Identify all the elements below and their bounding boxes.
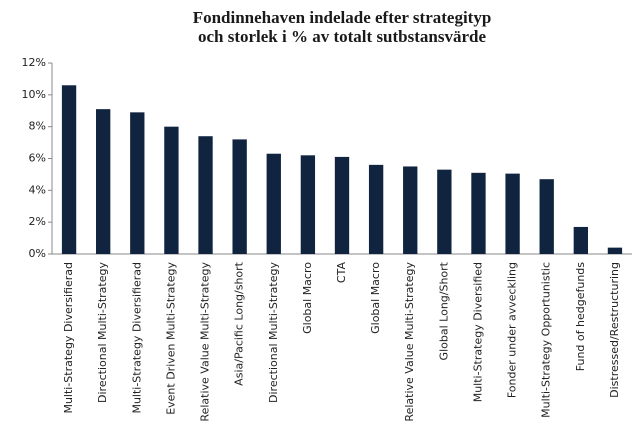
bar [266, 153, 281, 254]
chart-title: och storlek i % av totalt sutbstansvärde [198, 27, 487, 46]
y-tick-label: 6% [29, 152, 46, 165]
x-tick-label: Global Macro [301, 262, 314, 334]
x-tick-label: Distressed/Restructuring [608, 262, 621, 398]
bar [607, 247, 623, 254]
bar [130, 112, 145, 254]
x-tick-label: Fund of hedgefunds [574, 262, 587, 372]
bar [334, 156, 350, 254]
y-tick-label: 12% [22, 56, 46, 69]
bar [403, 166, 418, 254]
x-tick-label: Multi-Strategy Diversifierad [130, 262, 143, 414]
bar [539, 179, 554, 254]
x-tick-label: CTA [335, 262, 348, 284]
x-tick-label: Global Long/Short [437, 261, 450, 360]
chart-title: Fondinnehaven indelade efter strategityp [193, 8, 492, 27]
x-tick-label: Directional Multi-Strategy [96, 262, 109, 403]
y-tick-label: 2% [29, 215, 46, 228]
bar [368, 164, 384, 254]
y-tick-label: 0% [29, 247, 46, 260]
bar [96, 109, 111, 255]
bar [198, 136, 213, 254]
x-tick-label: Multi-Strategy Opportunistic [540, 262, 553, 418]
bar [573, 226, 588, 254]
x-tick-label: Event Driven Multi-Strategy [164, 262, 177, 415]
x-tick-label: Fonder under avveckling [506, 262, 519, 398]
bar [300, 155, 316, 254]
bar [437, 169, 452, 254]
bar [164, 126, 179, 254]
x-tick-label: Multi-Strategy Diversified [471, 262, 484, 402]
x-tick-label: Relative Value Multi-Strategy [199, 262, 212, 422]
y-tick-label: 10% [22, 88, 46, 101]
y-tick-label: 4% [29, 183, 46, 196]
bar [61, 85, 77, 255]
x-tick-label: Asia/Pacific Long/short [233, 261, 246, 385]
x-tick-label: Relative Value Multi-Strategy [403, 262, 416, 422]
y-tick-label: 8% [29, 120, 46, 133]
x-tick-label: Directional Multi-Strategy [267, 262, 280, 403]
bar [505, 173, 520, 254]
x-tick-label: Global Macro [369, 262, 382, 334]
bar [471, 172, 486, 254]
bar [232, 139, 247, 254]
x-tick-label: Multi-Strategy Diversifierad [62, 262, 75, 414]
